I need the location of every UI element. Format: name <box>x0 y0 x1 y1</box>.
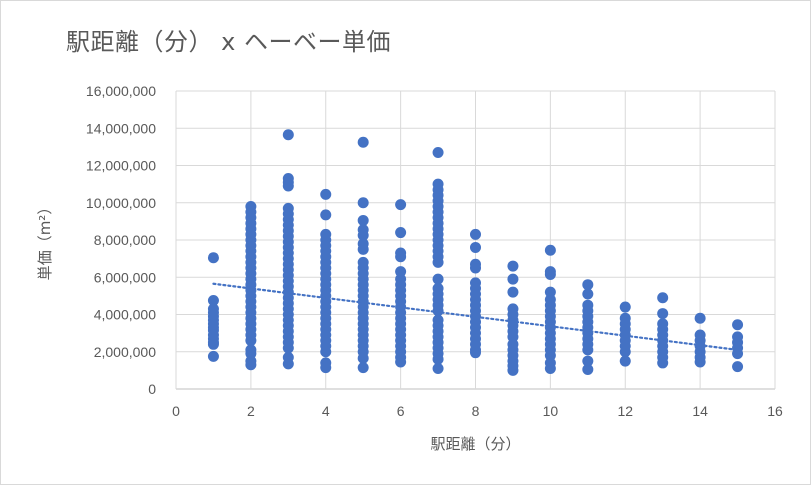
data-point <box>357 197 369 209</box>
data-point <box>245 359 257 371</box>
data-point <box>470 241 481 253</box>
data-point <box>507 260 519 272</box>
x-tick-label: 6 <box>397 403 405 419</box>
data-points <box>207 129 744 376</box>
x-tick-label: 8 <box>472 403 480 419</box>
x-axis-title: 駅距離（分） <box>430 435 520 453</box>
y-tick-label: 8,000,000 <box>94 232 156 248</box>
data-point <box>282 342 294 354</box>
data-point <box>395 199 407 211</box>
data-point <box>619 346 631 358</box>
data-point <box>732 319 744 331</box>
data-point <box>320 209 332 221</box>
data-point <box>582 279 594 291</box>
y-tick-label: 2,000,000 <box>94 344 156 360</box>
data-point <box>507 364 519 376</box>
y-tick-label: 4,000,000 <box>94 307 156 323</box>
x-tick-label: 0 <box>172 403 180 419</box>
x-tick-label: 4 <box>322 403 330 419</box>
data-point <box>544 268 556 280</box>
y-tick-label: 6,000,000 <box>94 269 156 285</box>
data-point <box>320 346 332 358</box>
data-point <box>582 355 594 367</box>
x-tick-label: 10 <box>543 403 559 419</box>
data-point <box>357 243 369 255</box>
y-tick-label: 12,000,000 <box>86 158 156 174</box>
data-point <box>320 362 332 374</box>
x-tick-label: 16 <box>767 403 783 419</box>
data-point <box>282 180 294 192</box>
data-point <box>282 358 294 370</box>
data-point <box>357 352 369 364</box>
data-point <box>619 355 631 367</box>
data-point <box>432 146 444 158</box>
data-point <box>432 256 444 268</box>
data-point <box>395 251 407 263</box>
data-point <box>732 361 744 373</box>
y-tick-label: 0 <box>148 381 156 397</box>
data-point <box>357 229 369 241</box>
y-axis-title: 単価（m²） <box>36 200 54 281</box>
gridlines <box>175 90 776 390</box>
data-point <box>470 228 481 240</box>
data-point <box>657 292 669 304</box>
data-point <box>507 273 519 285</box>
data-point <box>657 308 669 320</box>
trendline-layer <box>212 282 739 351</box>
data-point <box>657 357 669 369</box>
data-point <box>582 288 594 300</box>
x-tick-label: 14 <box>692 403 708 419</box>
data-point <box>395 227 407 239</box>
data-point <box>207 350 219 362</box>
data-point <box>582 344 594 356</box>
y-tick-label: 14,000,000 <box>86 120 156 136</box>
data-point <box>544 244 556 256</box>
trendline <box>212 282 739 351</box>
data-point <box>582 363 594 375</box>
y-tick-label: 16,000,000 <box>86 83 156 99</box>
data-point <box>207 295 219 307</box>
data-point <box>207 252 219 264</box>
y-tick-label: 10,000,000 <box>86 195 156 211</box>
x-tick-label: 2 <box>247 403 255 419</box>
data-point <box>544 363 556 375</box>
data-point <box>507 286 519 298</box>
data-point <box>320 188 332 200</box>
data-point <box>432 363 444 375</box>
data-point <box>357 214 369 226</box>
data-point <box>694 356 706 368</box>
x-tick-label: 12 <box>617 403 633 419</box>
data-point <box>470 262 481 274</box>
x-axis-tick-labels: 0 2 4 6 8 10 12 14 16 <box>172 403 783 419</box>
data-point <box>694 312 706 324</box>
data-point <box>732 348 744 360</box>
data-point <box>432 273 444 285</box>
data-point <box>432 305 444 317</box>
data-point <box>432 353 444 365</box>
y-axis-tick-labels: 0 2,000,000 4,000,000 6,000,000 8,000,000 10,… <box>86 83 156 397</box>
data-point <box>207 338 219 350</box>
data-point <box>470 347 481 359</box>
data-point <box>282 129 294 141</box>
data-point <box>395 356 407 368</box>
data-point <box>245 335 257 347</box>
chart-title: 駅距離（分） x ヘーベー単価 <box>66 28 391 56</box>
data-point <box>357 136 369 148</box>
data-point <box>357 362 369 374</box>
data-point <box>619 301 631 313</box>
